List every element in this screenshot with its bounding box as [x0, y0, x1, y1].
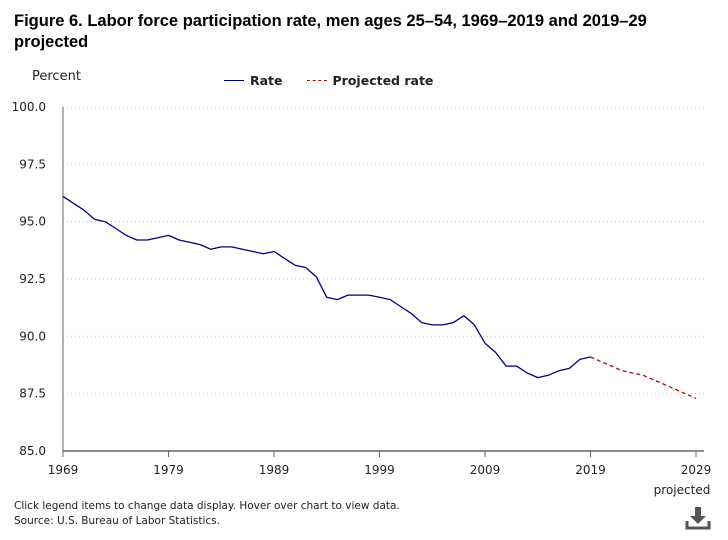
x-tick-label: 1979 [153, 463, 184, 477]
legend-label-rate: Rate [250, 73, 283, 88]
legend-label-projected-rate: Projected rate [332, 73, 434, 88]
x-tick-label: 1969 [48, 463, 79, 477]
chart-title: Figure 6. Labor force participation rate… [14, 12, 647, 51]
gridlines [63, 106, 704, 395]
chart-instructions: Click legend items to change data displa… [14, 500, 400, 512]
series-line-rate[interactable] [62, 195, 591, 379]
y-tick-label: 100.0 [12, 100, 46, 114]
download-icon[interactable] [685, 505, 711, 531]
x-tick-label: 2029 [681, 463, 712, 477]
legend-swatch-rate [224, 80, 244, 81]
y-tick-label: 97.5 [19, 157, 46, 171]
source-note: Source: U.S. Bureau of Labor Statistics. [14, 515, 220, 527]
x-tick-label: 1989 [259, 463, 290, 477]
legend-item-rate[interactable]: Rate [224, 73, 283, 88]
x-tick-sublabel: projected [654, 483, 711, 497]
x-tick-label: 2009 [470, 463, 501, 477]
x-tick-label: 2019 [575, 463, 606, 477]
y-axis-label: Percent [32, 69, 81, 84]
legend-swatch-projected [306, 80, 327, 81]
axes [62, 107, 704, 457]
y-tick-label: 87.5 [19, 387, 46, 401]
tick-labels: 85.0 87.5 90.0 92.5 95.0 97.5 100.0 1969 1979 198… [12, 100, 712, 497]
y-tick-label: 90.0 [19, 329, 46, 343]
series-lines[interactable] [62, 195, 697, 399]
y-tick-label: 92.5 [19, 272, 46, 286]
x-tick-label: 1999 [364, 463, 395, 477]
y-tick-label: 85.0 [19, 444, 46, 458]
series-line-projected-rate[interactable] [590, 356, 697, 399]
legend: Rate Projected rate [224, 73, 433, 88]
y-tick-label: 95.0 [19, 215, 46, 229]
legend-item-projected-rate[interactable]: Projected rate [306, 73, 434, 88]
